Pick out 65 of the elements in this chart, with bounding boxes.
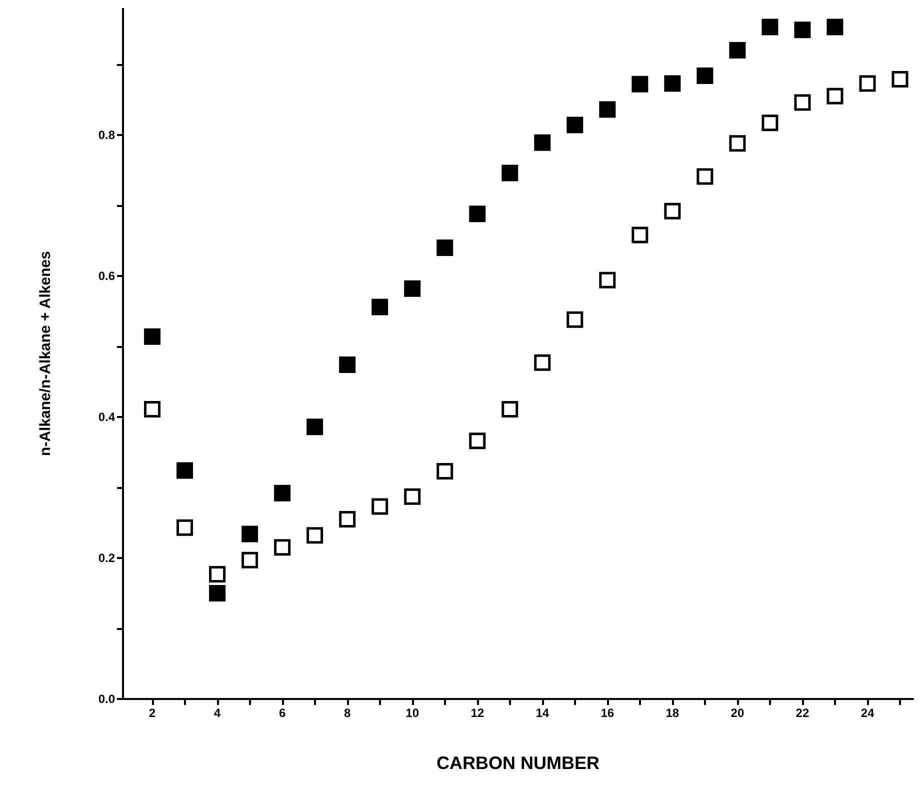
- x-tick-label: 2: [148, 706, 156, 720]
- point: [404, 280, 421, 297]
- y-tick-label: 0.2: [98, 550, 116, 565]
- point: [696, 168, 714, 185]
- point: [372, 498, 388, 515]
- x-tick-label: 24: [860, 706, 874, 720]
- x-tick-label: 18: [666, 706, 680, 720]
- point: [502, 164, 518, 182]
- point: [664, 75, 681, 92]
- point: [469, 432, 486, 450]
- point: [209, 566, 226, 582]
- x-tick-label: 4: [214, 706, 221, 720]
- x-tick-label: 20: [730, 706, 744, 720]
- point: [599, 272, 616, 288]
- point: [176, 462, 194, 479]
- point: [566, 311, 584, 328]
- y-tick-label: 0.0: [98, 692, 116, 706]
- point: [632, 76, 648, 92]
- point: [436, 239, 454, 256]
- point: [176, 519, 194, 536]
- point: [404, 488, 421, 505]
- point: [826, 88, 844, 104]
- point: [144, 328, 161, 345]
- point: [566, 116, 584, 134]
- point: [794, 94, 811, 111]
- point: [372, 298, 388, 316]
- x-tick-label: 22: [796, 706, 810, 720]
- y-tick-label: 0.4: [98, 410, 116, 424]
- point: [632, 226, 648, 244]
- point: [599, 101, 616, 118]
- point: [339, 510, 356, 528]
- point: [436, 463, 454, 480]
- point: [794, 22, 811, 38]
- point: [339, 356, 356, 374]
- point: [144, 400, 161, 418]
- x-axis-title: CARBON NUMBER: [436, 753, 600, 773]
- x-tick-label: 10: [406, 706, 420, 720]
- point: [859, 75, 876, 92]
- point: [274, 539, 291, 556]
- x-tick-label: 12: [470, 706, 484, 720]
- point: [762, 114, 778, 132]
- point: [762, 18, 778, 36]
- point: [826, 18, 844, 36]
- point: [209, 584, 226, 602]
- point: [729, 42, 746, 59]
- point: [892, 70, 908, 88]
- point: [534, 134, 551, 151]
- point: [502, 400, 518, 418]
- x-tick-label: 8: [344, 706, 351, 720]
- point: [306, 418, 324, 436]
- y-axis-title: n-Alkane/n-Alkane + Alkenes: [37, 251, 54, 456]
- y-tick-label: 0.6: [98, 268, 116, 283]
- point: [242, 552, 258, 568]
- point: [469, 206, 486, 222]
- x-tick-label: 14: [536, 706, 550, 720]
- y-tick-label: 0.8: [98, 128, 116, 142]
- point: [696, 67, 714, 84]
- point: [664, 202, 681, 220]
- x-tick-label: 6: [278, 706, 286, 720]
- x-tick-label: 16: [600, 706, 614, 720]
- point: [306, 527, 324, 544]
- point: [274, 484, 291, 502]
- point: [534, 354, 551, 371]
- point: [242, 526, 258, 542]
- point: [729, 135, 746, 152]
